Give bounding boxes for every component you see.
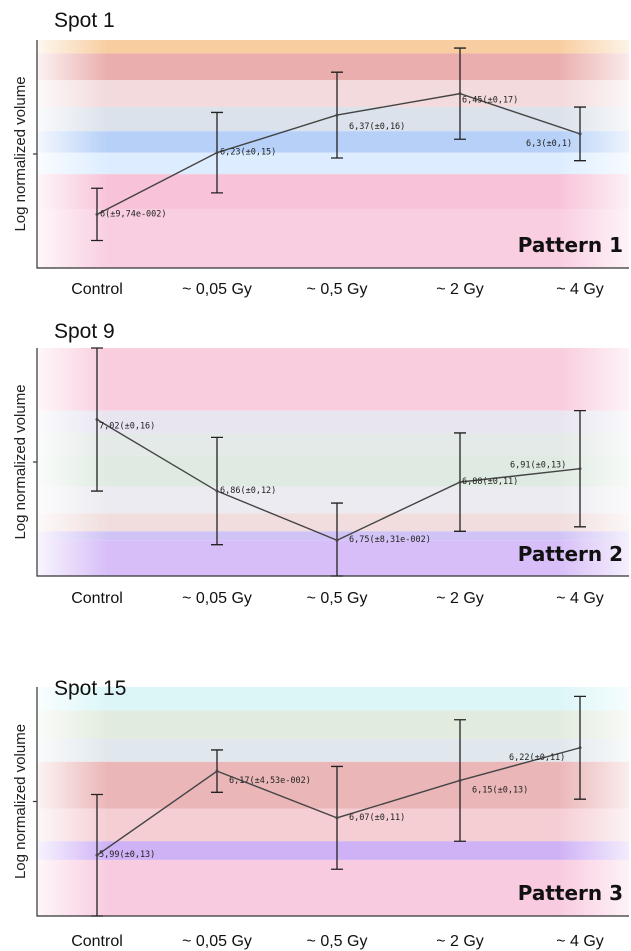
- axis-lines: [36, 687, 629, 917]
- chart-panel-3: Spot 15 Log normalized volume Pattern 3 Con…: [12, 677, 629, 950]
- chart-panel-1: Spot 1 Log normalized volume Pattern 1 Cont…: [12, 9, 629, 298]
- chart-title: Spot 9: [54, 320, 115, 343]
- pattern-label: Pattern 3: [518, 881, 623, 905]
- data-label: 6(±9,74e-002): [100, 209, 167, 219]
- data-label: 6,15(±0,13): [472, 785, 528, 795]
- y-axis-label: Log normalized volume: [12, 384, 29, 539]
- x-tick-label: ~ 4 Gy: [556, 281, 604, 298]
- x-tick-label: ~ 2 Gy: [436, 933, 484, 950]
- x-tick-label: ~ 2 Gy: [436, 590, 484, 607]
- data-label: 6,75(±8,31e-002): [349, 535, 431, 545]
- x-tick-label: ~ 0,05 Gy: [182, 933, 252, 950]
- data-label: 6,88(±0,11): [462, 477, 518, 487]
- data-point: [458, 778, 462, 782]
- band-fade-overlay: [37, 40, 629, 268]
- x-tick-label: Control: [71, 933, 123, 950]
- x-tick-label: ~ 0,5 Gy: [307, 933, 368, 950]
- data-point: [458, 480, 462, 484]
- x-tick-label: ~ 0,5 Gy: [307, 281, 368, 298]
- data-label: 6,86(±0,12): [220, 486, 276, 496]
- x-tick-label: ~ 4 Gy: [556, 590, 604, 607]
- pattern-label: Pattern 2: [518, 542, 623, 566]
- data-point: [335, 113, 339, 117]
- x-tick-label: ~ 2 Gy: [436, 281, 484, 298]
- data-label: 6,3(±0,1): [526, 139, 572, 149]
- x-tick-label: ~ 0,05 Gy: [182, 590, 252, 607]
- data-point: [215, 151, 219, 155]
- data-label: 6,07(±0,11): [349, 813, 405, 823]
- data-label: 6,23(±0,15): [220, 148, 276, 158]
- chart-title: Spot 15: [54, 677, 126, 700]
- x-tick-label: Control: [71, 281, 123, 298]
- data-point: [578, 132, 582, 136]
- axis-lines: [36, 348, 629, 577]
- data-point: [95, 212, 99, 216]
- data-label: 6,91(±0,13): [510, 461, 566, 471]
- data-point: [215, 769, 219, 773]
- chart-title: Spot 1: [54, 9, 115, 32]
- data-point: [335, 816, 339, 820]
- data-point: [458, 92, 462, 96]
- data-point: [578, 467, 582, 471]
- data-label: 5,99(±0,13): [99, 850, 155, 860]
- x-tick-label: ~ 4 Gy: [556, 933, 604, 950]
- x-tick-label: ~ 0,05 Gy: [182, 281, 252, 298]
- band-fade-overlay: [37, 687, 629, 916]
- data-label: 6,37(±0,16): [349, 122, 405, 132]
- data-point: [215, 489, 219, 493]
- y-axis-label: Log normalized volume: [12, 724, 29, 879]
- axis-lines: [36, 40, 629, 269]
- data-point: [335, 538, 339, 542]
- y-axis-label: Log normalized volume: [12, 76, 29, 231]
- data-point: [95, 418, 99, 422]
- data-label: 7,02(±0,16): [99, 422, 155, 432]
- data-label: 6,22(±0,11): [509, 753, 565, 763]
- data-point: [578, 746, 582, 750]
- data-label: 6,45(±0,17): [462, 96, 518, 106]
- data-label: 6,17(±4,53e-002): [229, 776, 311, 786]
- pattern-label: Pattern 1: [518, 233, 623, 257]
- chart-panel-2: Spot 9 Log normalized volume Pattern 2 Cont…: [12, 320, 629, 607]
- x-tick-label: ~ 0,5 Gy: [307, 590, 368, 607]
- data-point: [95, 853, 99, 857]
- x-tick-label: Control: [71, 590, 123, 607]
